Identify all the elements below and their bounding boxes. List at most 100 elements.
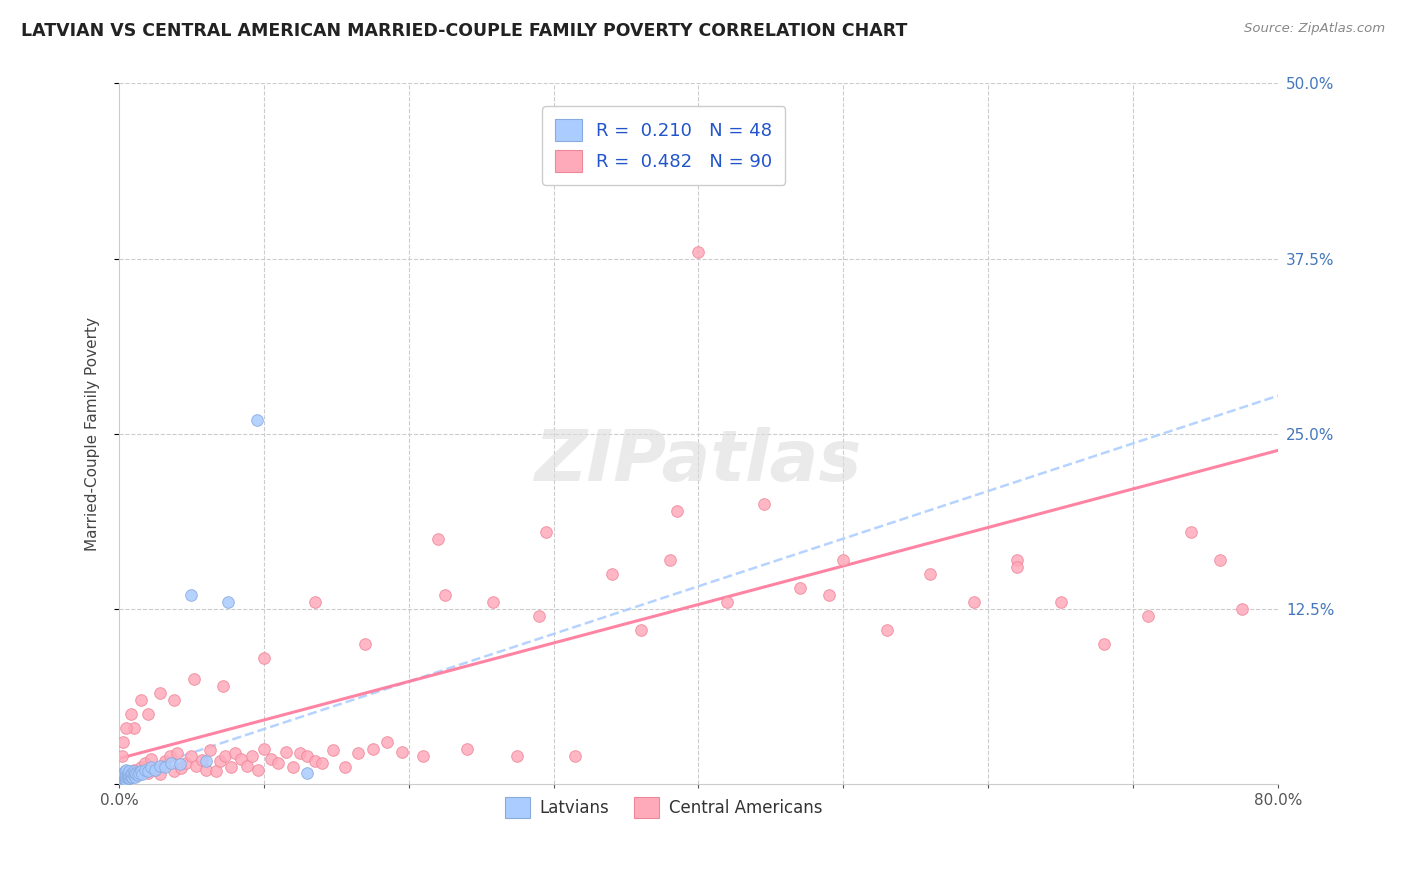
Point <box>288 746 311 760</box>
Point <box>246 412 269 426</box>
Point <box>219 760 242 774</box>
Point <box>134 763 156 777</box>
Point <box>224 746 246 760</box>
Point <box>564 748 586 763</box>
Point <box>163 764 186 778</box>
Point <box>115 772 138 787</box>
Point <box>118 764 141 778</box>
Point <box>267 756 290 770</box>
Point <box>183 672 205 686</box>
Point <box>426 532 449 546</box>
Point <box>124 765 146 780</box>
Point <box>122 721 145 735</box>
Point <box>129 764 152 778</box>
Point <box>118 768 141 782</box>
Point <box>112 771 135 785</box>
Point <box>665 503 688 517</box>
Point <box>304 755 326 769</box>
Point <box>159 748 181 763</box>
Point <box>391 745 413 759</box>
Point <box>110 771 132 785</box>
Point <box>1005 559 1028 574</box>
Point <box>117 771 139 785</box>
Point <box>152 758 174 772</box>
Text: ZIPatlas: ZIPatlas <box>534 427 862 496</box>
Point <box>149 686 172 700</box>
Point <box>876 623 898 637</box>
Point <box>129 760 152 774</box>
Point <box>115 767 138 781</box>
Point <box>963 595 986 609</box>
Point <box>139 751 162 765</box>
Point <box>297 765 319 780</box>
Point <box>832 552 855 566</box>
Point <box>818 588 841 602</box>
Point <box>1005 552 1028 566</box>
Point <box>194 755 217 769</box>
Point <box>209 755 232 769</box>
Point <box>127 768 149 782</box>
Point <box>180 748 202 763</box>
Text: Source: ZipAtlas.com: Source: ZipAtlas.com <box>1244 22 1385 36</box>
Point <box>281 760 304 774</box>
Point <box>136 706 159 721</box>
Point <box>111 748 134 763</box>
Point <box>122 768 145 782</box>
Text: LATVIAN VS CENTRAL AMERICAN MARRIED-COUPLE FAMILY POVERTY CORRELATION CHART: LATVIAN VS CENTRAL AMERICAN MARRIED-COUP… <box>21 22 907 40</box>
Point <box>311 756 333 770</box>
Point <box>163 692 186 706</box>
Point <box>184 758 207 772</box>
Point <box>1180 524 1202 539</box>
Point <box>114 770 136 784</box>
Point <box>205 764 228 778</box>
Point <box>375 735 398 749</box>
Point <box>117 765 139 780</box>
Point <box>115 721 138 735</box>
Point <box>120 706 142 721</box>
Point <box>155 755 177 769</box>
Point <box>112 768 135 782</box>
Point <box>125 767 148 781</box>
Point <box>235 758 257 772</box>
Point <box>716 595 738 609</box>
Point <box>121 765 143 780</box>
Point <box>129 692 152 706</box>
Point <box>658 552 681 566</box>
Point <box>114 772 136 787</box>
Point <box>166 746 188 760</box>
Point <box>229 751 252 765</box>
Point <box>347 746 370 760</box>
Point <box>111 772 134 787</box>
Point <box>200 743 222 757</box>
Point <box>115 770 138 784</box>
Point <box>149 758 172 772</box>
Point <box>128 765 150 780</box>
Point <box>131 767 153 781</box>
Point <box>536 524 558 539</box>
Point <box>600 566 623 581</box>
Point <box>920 566 942 581</box>
Point <box>456 741 478 756</box>
Point <box>169 757 191 772</box>
Point <box>120 767 142 781</box>
Point <box>354 637 377 651</box>
Point <box>112 773 135 788</box>
Point <box>139 760 162 774</box>
Point <box>789 581 811 595</box>
Point <box>253 741 276 756</box>
Point <box>110 773 132 788</box>
Point <box>527 608 550 623</box>
Point <box>630 623 652 637</box>
Point <box>117 768 139 782</box>
Point <box>174 756 197 770</box>
Point <box>297 748 319 763</box>
Point <box>240 748 263 763</box>
Point <box>134 756 156 770</box>
Point <box>136 764 159 778</box>
Point <box>121 770 143 784</box>
Point <box>125 767 148 781</box>
Point <box>1136 608 1159 623</box>
Point <box>1230 601 1253 615</box>
Point <box>112 765 135 780</box>
Point <box>120 765 142 780</box>
